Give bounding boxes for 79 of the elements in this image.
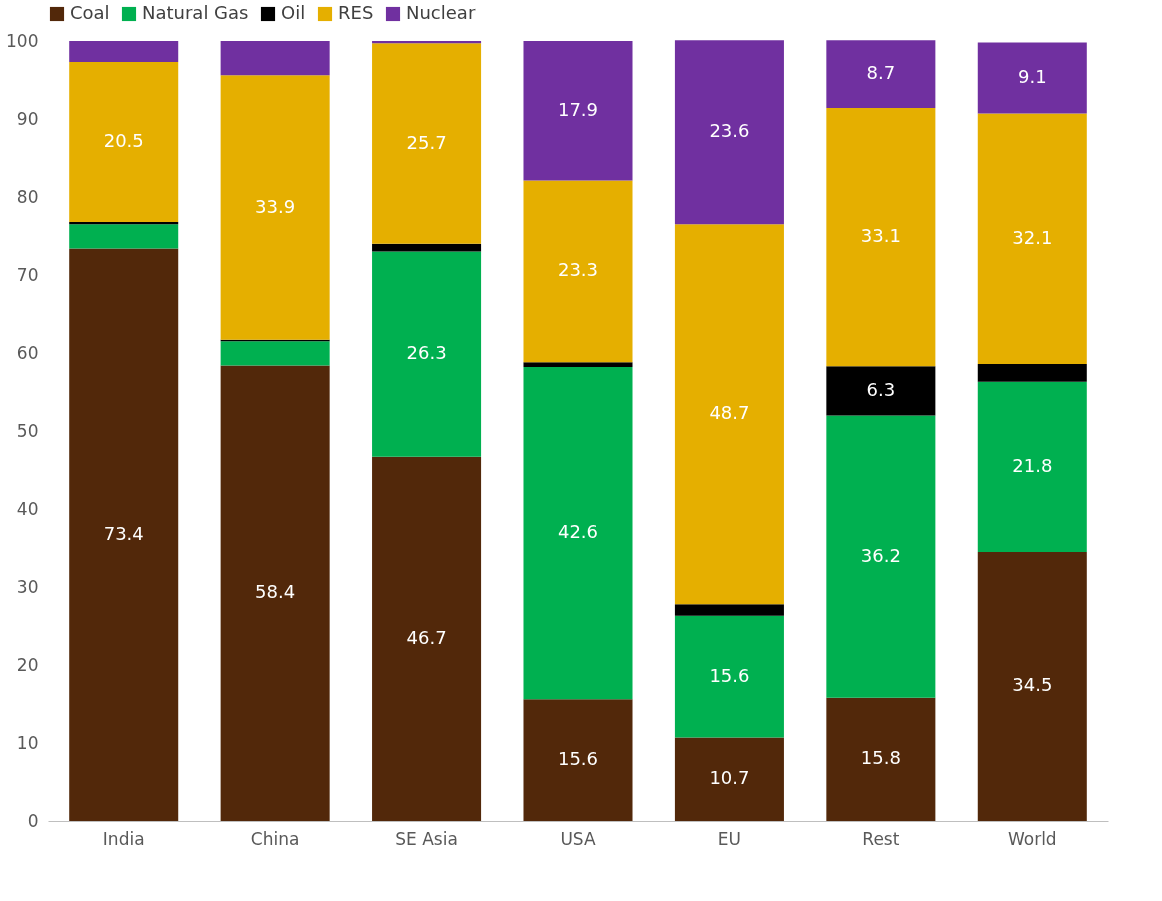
x-tick-label: China [250, 828, 300, 849]
y-tick-label: 70 [16, 264, 39, 285]
data-label: 6.3 [866, 378, 896, 400]
x-tick-label: USA [560, 828, 596, 849]
data-label: 36.2 [860, 544, 901, 566]
legend-label: RES [338, 2, 374, 23]
y-tick-label: 10 [16, 732, 39, 753]
data-label: 9.1 [1017, 66, 1047, 88]
data-label: 58.4 [255, 581, 296, 603]
bar [826, 415, 936, 698]
bar [674, 40, 784, 225]
bar [372, 43, 482, 244]
bar [372, 243, 482, 252]
data-label: 15.6 [709, 664, 750, 686]
bar [69, 62, 179, 222]
data-label: 23.3 [557, 259, 599, 281]
y-tick-label: 80 [16, 186, 39, 207]
data-label: 32.1 [1012, 226, 1053, 248]
data-label: 48.7 [709, 402, 750, 424]
bar [220, 75, 330, 340]
bar [523, 362, 633, 368]
bar [977, 113, 1087, 364]
legend-label: Natural Gas [142, 2, 249, 23]
y-tick-label: 100 [6, 30, 39, 51]
bar [69, 41, 179, 63]
bar [977, 551, 1087, 821]
data-label: 20.5 [103, 130, 144, 152]
bar [220, 341, 330, 366]
data-label: 33.9 [255, 195, 296, 217]
bar [977, 42, 1087, 114]
bar [69, 248, 179, 821]
legend-label: Coal [70, 2, 110, 23]
bar [826, 108, 936, 367]
data-label: 15.8 [860, 747, 901, 769]
y-tick-label: 60 [16, 342, 39, 363]
y-tick-label: 40 [16, 498, 39, 519]
bar [523, 367, 633, 700]
data-label: 23.6 [709, 120, 750, 142]
bar [69, 224, 179, 249]
legend-label: Oil [281, 2, 306, 23]
y-tick-label: 90 [16, 108, 39, 129]
bar [372, 251, 482, 457]
data-label: 46.7 [406, 626, 447, 648]
x-tick-label: SE Asia [395, 828, 458, 849]
data-label: 8.7 [866, 62, 896, 84]
bar [826, 366, 936, 416]
data-label: 10.7 [709, 767, 750, 789]
data-label: 15.6 [557, 748, 599, 770]
data-label: 17.9 [557, 98, 599, 120]
bar [674, 604, 784, 616]
x-tick-label: World [1007, 828, 1057, 849]
bar [977, 363, 1087, 382]
x-tick-label: EU [717, 828, 742, 849]
y-tick-label: 30 [16, 576, 39, 597]
data-label: 73.4 [103, 522, 144, 544]
data-label: 42.6 [557, 521, 599, 543]
data-label: 34.5 [1012, 674, 1053, 696]
x-tick-label: India [102, 828, 145, 849]
bar [220, 41, 330, 76]
y-tick-label: 50 [16, 420, 39, 441]
x-tick-label: Rest [862, 828, 900, 849]
bar [372, 456, 482, 821]
bar [826, 697, 936, 821]
bar [674, 224, 784, 605]
legend-label: Nuclear [406, 2, 476, 23]
bar [826, 40, 936, 109]
bar [523, 180, 633, 363]
bar [674, 737, 784, 821]
bar [523, 41, 633, 181]
y-tick-label: 0 [27, 810, 39, 831]
bar [220, 365, 330, 821]
data-label: 26.3 [406, 342, 447, 364]
data-label: 21.8 [1012, 454, 1053, 476]
bar [977, 381, 1087, 552]
data-label: 33.1 [860, 225, 901, 247]
bar [674, 615, 784, 738]
y-tick-label: 20 [16, 654, 39, 675]
data-label: 25.7 [406, 131, 447, 153]
bar [523, 699, 633, 821]
